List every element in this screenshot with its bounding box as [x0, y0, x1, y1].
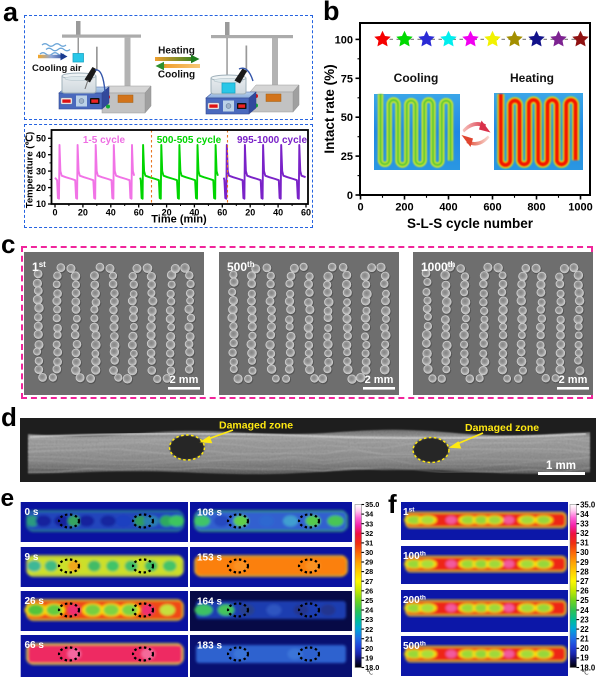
svg-text:40: 40 [106, 208, 116, 218]
svg-text:108 s: 108 s [197, 508, 222, 519]
svg-text:600: 600 [483, 202, 501, 214]
svg-text:200th: 200th [403, 595, 426, 607]
svg-text:60: 60 [217, 208, 227, 218]
svg-text:1 mm: 1 mm [546, 460, 576, 472]
svg-text:40: 40 [189, 208, 199, 218]
svg-text:31: 31 [580, 539, 589, 548]
svg-text:Heating: Heating [510, 71, 554, 85]
svg-text:183 s: 183 s [197, 641, 222, 652]
svg-text:500th: 500th [403, 641, 426, 653]
svg-text:34: 34 [365, 510, 374, 519]
svg-text:200: 200 [395, 202, 413, 214]
svg-text:1000th: 1000th [421, 260, 455, 274]
svg-text:19: 19 [365, 654, 373, 663]
svg-text:25: 25 [341, 151, 353, 163]
svg-text:66 s: 66 s [25, 640, 45, 651]
svg-text:Time (min): Time (min) [151, 214, 207, 226]
svg-text:21: 21 [365, 634, 373, 643]
svg-text:26: 26 [580, 587, 589, 596]
svg-text:20: 20 [162, 208, 172, 218]
svg-text:0: 0 [347, 190, 353, 202]
svg-text:18.0: 18.0 [365, 663, 379, 672]
svg-text:20: 20 [365, 644, 373, 653]
svg-text:18.0: 18.0 [580, 663, 596, 672]
svg-text:29: 29 [580, 558, 589, 567]
svg-text:Temperature (℃): Temperature (℃) [25, 132, 36, 208]
svg-text:29: 29 [365, 558, 373, 567]
svg-text:153 s: 153 s [197, 553, 222, 564]
svg-text:800: 800 [527, 202, 545, 214]
svg-text:20: 20 [245, 208, 255, 218]
svg-text:400: 400 [439, 202, 457, 214]
svg-text:500-505 cycle: 500-505 cycle [157, 135, 222, 146]
svg-text:164 s: 164 s [197, 597, 222, 608]
svg-text:10: 10 [36, 199, 46, 209]
svg-text:30: 30 [580, 548, 589, 557]
svg-text:Intact rate (%): Intact rate (%) [322, 64, 337, 153]
svg-text:35.0: 35.0 [580, 500, 596, 509]
svg-text:23: 23 [365, 615, 373, 624]
svg-text:22: 22 [580, 625, 589, 634]
svg-text:0: 0 [52, 208, 57, 218]
svg-text:9 s: 9 s [25, 552, 39, 563]
svg-text:40: 40 [36, 150, 46, 160]
svg-text:2 mm: 2 mm [559, 374, 588, 386]
svg-text:Cooling air: Cooling air [32, 63, 82, 74]
svg-text:31: 31 [365, 539, 373, 548]
svg-text:Cooling: Cooling [158, 70, 195, 81]
svg-text:33: 33 [365, 519, 373, 528]
svg-text:℃: ℃ [582, 670, 590, 677]
svg-text:24: 24 [580, 606, 589, 615]
svg-text:60: 60 [134, 208, 144, 218]
svg-text:20: 20 [78, 208, 88, 218]
svg-text:1-5 cycle: 1-5 cycle [83, 135, 126, 146]
svg-text:30: 30 [365, 548, 373, 557]
svg-text:21: 21 [580, 635, 589, 644]
svg-text:32: 32 [580, 529, 589, 538]
svg-text:19: 19 [580, 654, 589, 663]
svg-text:Damaged zone: Damaged zone [465, 422, 539, 434]
svg-text:35.0: 35.0 [365, 500, 379, 509]
svg-text:50: 50 [36, 134, 46, 144]
svg-text:34: 34 [580, 510, 589, 519]
svg-text:30: 30 [36, 166, 46, 176]
svg-text:0: 0 [357, 202, 363, 214]
svg-text:20: 20 [580, 644, 589, 653]
svg-text:27: 27 [365, 577, 373, 586]
svg-text:40: 40 [273, 208, 283, 218]
svg-text:26: 26 [365, 586, 373, 595]
svg-text:995-1000 cycle: 995-1000 cycle [237, 135, 308, 146]
svg-text:27: 27 [580, 577, 589, 586]
svg-text:25: 25 [580, 596, 589, 605]
svg-text:100: 100 [335, 34, 353, 46]
svg-text:100th: 100th [403, 551, 426, 563]
svg-text:23: 23 [580, 615, 589, 624]
svg-text:1st: 1st [403, 507, 415, 519]
svg-text:2 mm: 2 mm [365, 374, 394, 386]
svg-text:60: 60 [301, 208, 311, 218]
svg-text:33: 33 [580, 520, 589, 529]
svg-text:26 s: 26 s [25, 596, 45, 607]
svg-text:24: 24 [365, 606, 374, 615]
svg-text:S-L-S cycle number: S-L-S cycle number [407, 216, 534, 231]
svg-text:25: 25 [365, 596, 373, 605]
svg-text:℃: ℃ [367, 670, 374, 677]
svg-text:75: 75 [341, 73, 353, 85]
svg-text:2 mm: 2 mm [170, 374, 199, 386]
svg-text:28: 28 [365, 567, 373, 576]
svg-text:1000: 1000 [568, 202, 592, 214]
svg-text:Cooling: Cooling [394, 71, 439, 85]
svg-text:22: 22 [365, 625, 373, 634]
svg-text:Damaged zone: Damaged zone [219, 420, 293, 432]
svg-text:20: 20 [36, 183, 46, 193]
svg-text:50: 50 [341, 112, 353, 124]
svg-text:0 s: 0 s [25, 507, 39, 518]
svg-text:28: 28 [580, 567, 589, 576]
svg-text:Heating: Heating [158, 46, 195, 57]
svg-text:32: 32 [365, 529, 373, 538]
